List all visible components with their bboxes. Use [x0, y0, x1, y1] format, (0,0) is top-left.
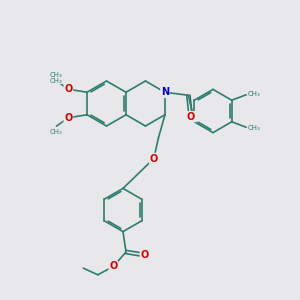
Text: O: O: [109, 261, 118, 272]
Text: O: O: [56, 80, 57, 81]
Text: O: O: [52, 75, 58, 84]
Text: O: O: [187, 112, 195, 122]
Text: CH₃: CH₃: [50, 78, 63, 84]
Text: N: N: [161, 87, 169, 97]
Text: O: O: [64, 84, 73, 94]
Text: O: O: [150, 154, 158, 164]
Text: CH₃: CH₃: [50, 128, 63, 134]
Text: O: O: [64, 113, 73, 123]
Text: CH₃: CH₃: [247, 91, 260, 97]
Text: CH₃: CH₃: [247, 125, 260, 131]
Text: O: O: [140, 250, 149, 260]
Text: CH₃: CH₃: [50, 73, 63, 78]
